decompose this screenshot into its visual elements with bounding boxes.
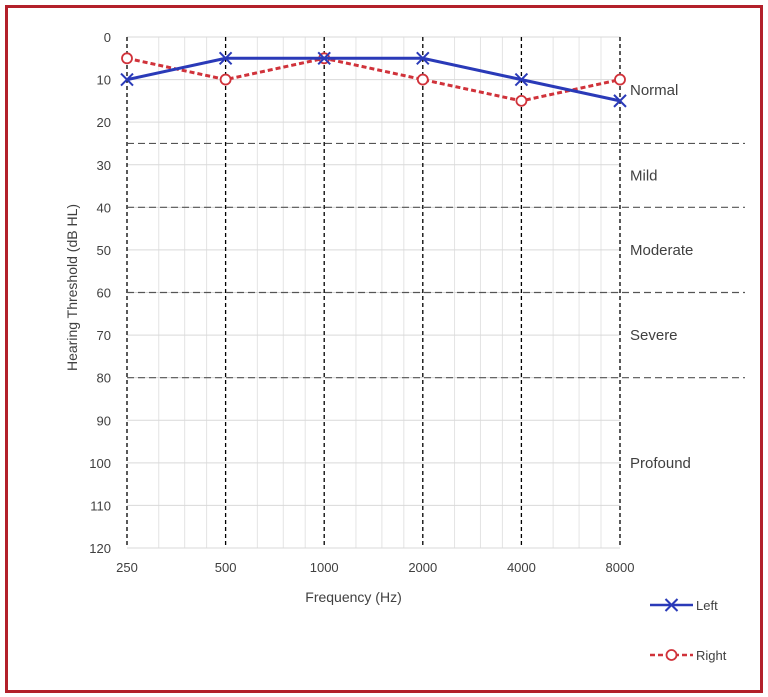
chart-frame (5, 5, 763, 693)
x-marker (416, 51, 430, 65)
y-tick-label: 0 (104, 30, 111, 45)
y-axis-title: Hearing Threshold (dB HL) (64, 204, 80, 371)
severity-band-labels: Normal Mild Moderate Severe Profound (630, 82, 693, 472)
legend-label-right: Right (696, 648, 727, 663)
o-marker (219, 73, 232, 86)
y-tick-label: 100 (89, 456, 111, 471)
x-marker (218, 51, 233, 65)
y-axis-ticks: 0 10 20 30 40 50 60 70 80 90 100 110 120 (89, 30, 111, 556)
x-tick-label: 4000 (507, 560, 536, 575)
x-marker (664, 598, 679, 612)
band-label-profound: Profound (630, 455, 691, 472)
x-axis-ticks: 250 500 1000 2000 4000 8000 (116, 560, 634, 575)
y-tick-label: 90 (97, 413, 111, 428)
o-marker (416, 73, 429, 86)
y-tick-label: 40 (97, 200, 111, 215)
band-label-severe: Severe (630, 327, 678, 344)
x-axis-title: Frequency (Hz) (305, 589, 401, 605)
x-tick-label: 500 (215, 560, 237, 575)
o-marker (121, 52, 133, 65)
series-group (120, 51, 627, 108)
y-tick-label: 120 (89, 541, 111, 556)
y-tick-label: 20 (97, 115, 111, 130)
series-line-left (126, 56, 621, 103)
x-marker (514, 72, 529, 87)
legend-label-left: Left (696, 598, 718, 613)
series-line-right (126, 56, 621, 103)
y-tick-label: 50 (97, 243, 111, 258)
x-tick-label: 1000 (310, 560, 339, 575)
y-tick-label: 30 (97, 158, 111, 173)
band-label-moderate: Moderate (630, 242, 693, 259)
y-tick-label: 80 (97, 371, 111, 386)
x-tick-label: 8000 (606, 560, 635, 575)
x-tick-label: 250 (116, 560, 138, 575)
o-marker (515, 94, 528, 107)
x-marker (317, 51, 331, 65)
severity-band-lines (127, 142, 745, 379)
legend: Left Right (650, 598, 727, 663)
y-tick-label: 110 (90, 498, 111, 513)
band-label-normal: Normal (630, 82, 678, 99)
x-tick-label: 2000 (408, 560, 437, 575)
y-tick-label: 70 (97, 328, 111, 343)
y-tick-label: 10 (97, 73, 111, 88)
x-marker (120, 72, 134, 87)
band-label-mild: Mild (630, 167, 658, 184)
x-marker (613, 94, 627, 108)
o-marker (665, 649, 678, 661)
o-marker (614, 73, 626, 86)
y-tick-label: 60 (97, 286, 111, 301)
